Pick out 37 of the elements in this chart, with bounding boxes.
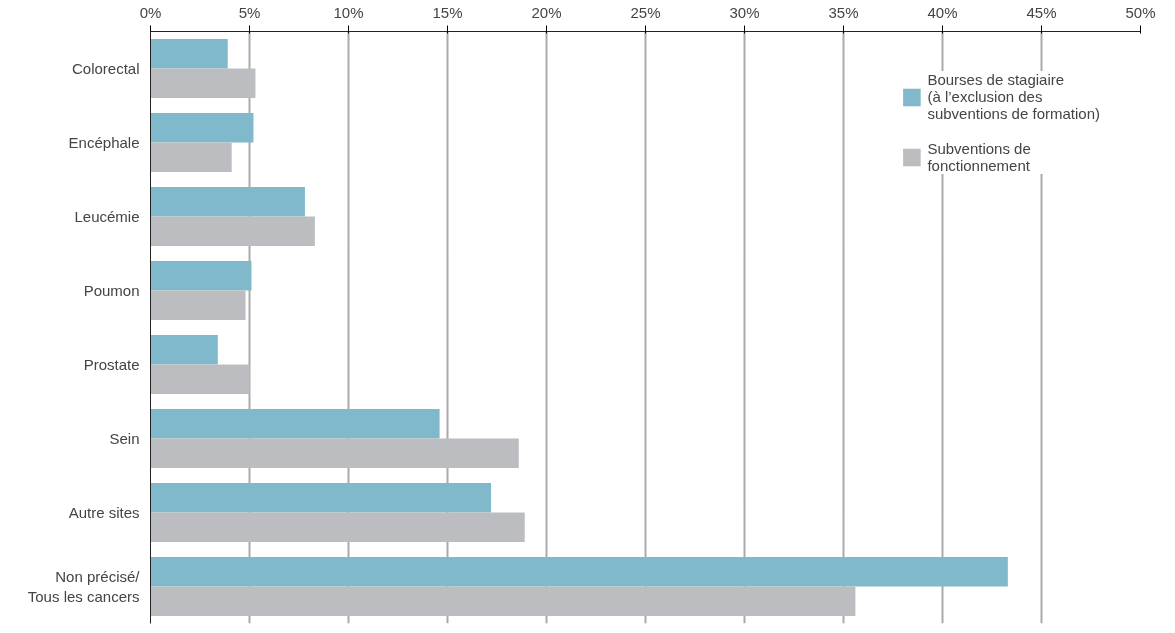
y-tick-label: Sein (109, 430, 140, 447)
y-tick-label: Non précisé/ Tous les cancers (27, 567, 141, 606)
legend-label: Subventions de fonctionnement (927, 140, 1031, 174)
bar (150, 186, 305, 217)
x-tick-label: 25% (630, 3, 661, 21)
bar (150, 482, 492, 513)
y-tick-label: Poumon (83, 282, 140, 299)
x-tick-label: 45% (1026, 3, 1057, 21)
bar (150, 438, 519, 469)
x-tick-label: 30% (729, 3, 760, 21)
x-tick-label: 15% (432, 3, 463, 21)
bar (150, 142, 232, 173)
bar (150, 38, 228, 69)
bar (150, 290, 246, 321)
bar (150, 216, 315, 247)
x-tick-label: 5% (238, 3, 261, 21)
bar (150, 334, 218, 365)
bar (150, 408, 440, 439)
bar (150, 364, 250, 395)
bar (150, 586, 856, 617)
bar (150, 260, 252, 291)
y-tick-label: Colorectal (71, 60, 140, 77)
legend-label: Bourses de stagiaire (à l’exclusion des subventions de formation) (927, 71, 1100, 122)
y-tick-label: Autre sites (68, 504, 140, 521)
x-tick-label: 35% (828, 3, 859, 21)
y-tick-label: Leucémie (74, 208, 140, 225)
x-tick-label: 40% (927, 3, 958, 21)
y-tick-label: Prostate (83, 356, 140, 373)
bar (150, 556, 1008, 587)
bar (150, 112, 254, 143)
bar (150, 68, 256, 99)
x-tick-label: 20% (531, 3, 562, 21)
bar (150, 512, 525, 543)
x-tick-label: 10% (333, 3, 364, 21)
y-tick-label: Encéphale (68, 134, 140, 151)
x-tick-label: 50% (1125, 3, 1156, 21)
x-tick-label: 0% (139, 3, 162, 21)
